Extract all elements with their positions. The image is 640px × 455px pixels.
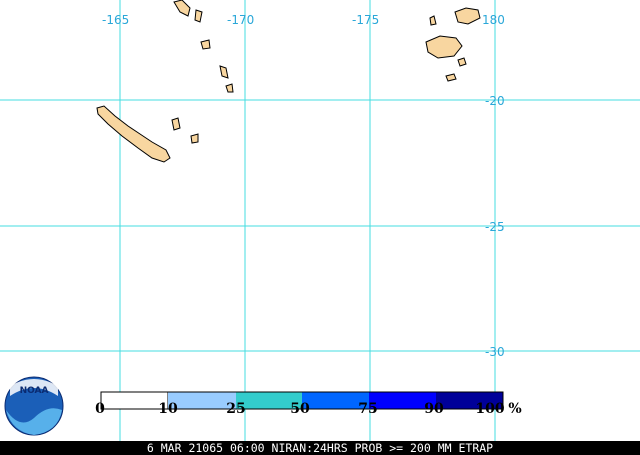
caption-bar xyxy=(0,441,640,455)
lon-label: -175 xyxy=(352,13,379,27)
lat-label: -20 xyxy=(485,94,505,108)
scale-frame xyxy=(100,391,504,410)
lat-label: -30 xyxy=(485,345,505,359)
scale-swatch xyxy=(302,392,369,409)
scale-label: 100 xyxy=(475,401,504,417)
scale-unit: % xyxy=(508,401,521,417)
caption: 6 MAR 21065 06:00 NIRAN:24HRS PROB >= 20… xyxy=(147,441,493,455)
scale-swatch xyxy=(168,392,236,409)
scale-bar xyxy=(100,391,504,410)
scale-swatch xyxy=(436,392,503,409)
scale-label: 50 xyxy=(290,401,310,417)
logo: NOAA xyxy=(4,376,64,436)
lon-label: -165 xyxy=(102,13,129,27)
lon-label: 180 xyxy=(482,13,505,27)
land xyxy=(96,0,481,163)
scale-label: 75 xyxy=(358,401,377,417)
scale-label: 10 xyxy=(158,401,178,417)
lat-label: -25 xyxy=(485,220,505,234)
scale-label: 0 xyxy=(95,401,105,417)
scale-label: 90 xyxy=(424,401,444,417)
logo-text: NOAA xyxy=(20,386,49,396)
lon-label: -170 xyxy=(227,13,254,27)
scale-label: 25 xyxy=(226,401,245,417)
graticule xyxy=(0,0,640,441)
scale-swatch xyxy=(369,392,436,409)
scale-swatch xyxy=(236,392,302,409)
